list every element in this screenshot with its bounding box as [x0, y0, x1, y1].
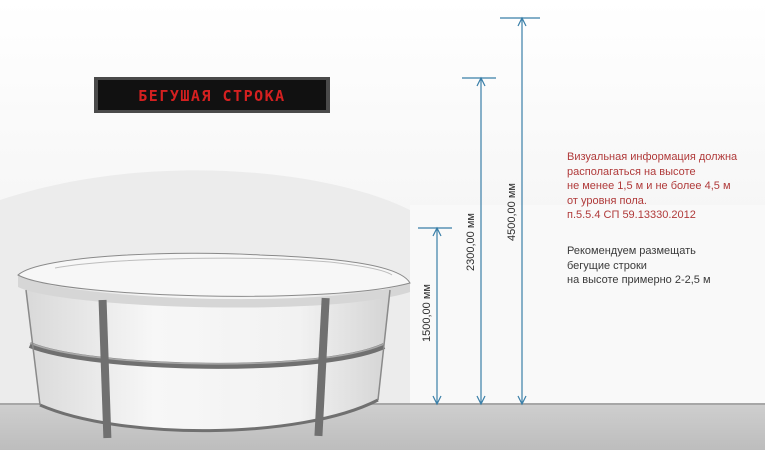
note-requirement-line: Визуальная информация должна [567, 151, 738, 163]
dimension-label-1500: 1500,00 мм [421, 284, 433, 342]
note-recommendation-line: Рекомендуем размещать [567, 245, 696, 257]
dimension-label-2300: 2300,00 мм [465, 213, 477, 271]
ticker-text: БЕГУШАЯ СТРОКА [138, 87, 285, 105]
counter-rail-highlight [29, 342, 385, 365]
wall-panel [410, 205, 765, 405]
note-requirement-line: от уровня пола. [567, 194, 647, 207]
counter-post-left [98, 299, 112, 439]
note-recommendation-line: на высоте примерно 2-2,5 м [567, 274, 711, 286]
note-requirement-line: не менее 1,5 м и не более 4,5 м [567, 180, 731, 192]
dimension-label-4500: 4500,00 мм [506, 183, 518, 241]
dimension-1500 [418, 226, 452, 406]
dimension-2300 [462, 76, 496, 406]
note-requirement-line: п.5.5.4 СП 59.13330.2012 [567, 209, 696, 221]
note-recommendation-line: бегущие строки [567, 259, 647, 272]
counter-base-edge [39, 398, 379, 433]
note-requirement-line: располагаться на высоте [567, 165, 696, 178]
ticker-panel [98, 80, 326, 110]
counter-body [26, 290, 390, 431]
counter-post-right [314, 297, 330, 437]
counter-inner-rim [54, 257, 393, 276]
counter-rail [28, 342, 386, 369]
note-requirement: Визуальная информация должна располагать… [567, 150, 737, 223]
dimension-4500 [500, 16, 540, 406]
reception-counter [17, 252, 411, 439]
dimension-markers [418, 16, 540, 406]
counter-top-edge [18, 275, 410, 308]
counter-top [17, 252, 411, 297]
note-recommendation: Рекомендуем размещать бегущие строки на … [567, 244, 711, 288]
ticker-sign: БЕГУШАЯ СТРОКА [94, 77, 330, 113]
counter-outline [25, 289, 391, 406]
